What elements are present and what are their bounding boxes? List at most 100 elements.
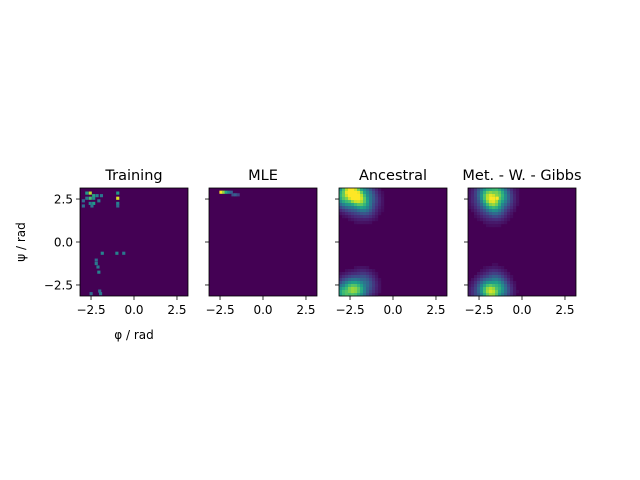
heatmap-cell <box>483 272 487 276</box>
heatmap-cell <box>372 188 376 192</box>
heatmap-cell <box>504 206 508 210</box>
heatmap-cell <box>504 272 508 276</box>
heatmap-cell <box>375 200 379 204</box>
heatmap-cell <box>492 212 496 216</box>
heatmap-cell <box>513 293 517 297</box>
heatmap-cell <box>507 191 511 195</box>
heatmap-cell <box>507 206 511 210</box>
heatmap-cell <box>513 191 517 195</box>
heatmap-cell <box>219 190 223 194</box>
heatmap-cell <box>492 194 496 198</box>
heatmap-cell <box>88 191 92 195</box>
heatmap-cell <box>351 215 355 219</box>
heatmap-cell <box>474 203 478 207</box>
heatmap-cell <box>495 218 499 222</box>
heatmap-cell <box>504 221 508 225</box>
heatmap-cell <box>375 206 379 210</box>
heatmap-cell <box>366 287 370 291</box>
heatmap-cell <box>360 266 364 270</box>
heatmap-cell <box>501 266 505 270</box>
heatmap-cell <box>501 281 505 285</box>
heatmap-cell <box>227 190 231 194</box>
heatmap-cell <box>498 293 502 297</box>
heatmap-cell <box>360 293 364 297</box>
heatmap-cell <box>477 281 481 285</box>
heatmap-cell <box>507 188 511 192</box>
heatmap-cell <box>513 200 517 204</box>
heatmap-cell <box>477 191 481 195</box>
heatmap-cell <box>354 209 358 213</box>
heatmap-cell <box>489 209 493 213</box>
heatmap-cell <box>501 218 505 222</box>
x-tick-label: −2.5 <box>76 303 105 317</box>
heatmap-cell <box>363 278 367 282</box>
heatmap-cell <box>378 191 382 195</box>
heatmap-cell <box>369 284 373 288</box>
heatmap-cell <box>363 209 367 213</box>
heatmap-cell <box>477 290 481 294</box>
heatmap-cell <box>381 209 385 213</box>
heatmap-cell <box>363 284 367 288</box>
heatmap-cell <box>342 194 346 198</box>
heatmap-cell <box>498 272 502 276</box>
heatmap-cell <box>501 200 505 204</box>
heatmap-cell <box>342 191 346 195</box>
heatmap-cell <box>354 278 358 282</box>
heatmap-cell <box>489 197 493 201</box>
heatmap-cell <box>486 287 490 291</box>
heatmap-cell <box>504 203 508 207</box>
heatmap-cell <box>498 278 502 282</box>
heatmap-cell <box>354 266 358 270</box>
heatmap-cell <box>495 287 499 291</box>
heatmap-cell <box>489 281 493 285</box>
heatmap-cell <box>495 278 499 282</box>
heatmap-cell <box>342 203 346 207</box>
heatmap-cell <box>363 275 367 279</box>
heatmap-cell <box>366 188 370 192</box>
heatmap-cell <box>507 287 511 291</box>
heatmap-cell <box>489 272 493 276</box>
heatmap-cell <box>489 212 493 216</box>
heatmap-cell <box>351 212 355 216</box>
heatmap-cell <box>351 293 355 297</box>
heatmap-cell <box>495 209 499 213</box>
heatmap-cell <box>483 203 487 207</box>
heatmap-cell <box>507 275 511 279</box>
heatmap-cell <box>363 212 367 216</box>
heatmap-cell <box>468 287 472 291</box>
heatmap-cell <box>360 272 364 276</box>
heatmap-cell <box>360 200 364 204</box>
heatmap-cell <box>501 212 505 216</box>
heatmap-cell <box>348 281 352 285</box>
heatmap-cell <box>363 221 367 225</box>
heatmap-cell <box>468 194 472 198</box>
heatmap-cell <box>510 275 514 279</box>
heatmap-cell <box>480 269 484 273</box>
heatmap-cell <box>339 197 343 201</box>
heatmap-cell <box>507 293 511 297</box>
y-tick-label: 0.0 <box>54 236 73 250</box>
heatmap-cell <box>468 281 472 285</box>
heatmap-cell <box>357 203 361 207</box>
heatmap-cell <box>363 215 367 219</box>
heatmap-cell <box>339 290 343 294</box>
heatmap-cell <box>498 215 502 219</box>
heatmap-cell <box>489 203 493 207</box>
heatmap-cell <box>510 191 514 195</box>
heatmap-cell <box>348 275 352 279</box>
heatmap-cell <box>363 266 367 270</box>
heatmap-cell <box>360 221 364 225</box>
x-tick-label: 2.5 <box>555 303 574 317</box>
heatmap-cell <box>492 191 496 195</box>
subplot-title: Training <box>104 168 162 184</box>
heatmap-cell <box>480 281 484 285</box>
heatmap-cell <box>369 209 373 213</box>
heatmap-cell <box>345 281 349 285</box>
heatmap-cell <box>360 281 364 285</box>
y-tick-label: −2.5 <box>44 278 73 292</box>
heatmap-cell <box>501 284 505 288</box>
heatmap-cell <box>495 200 499 204</box>
heatmap-cell <box>369 197 373 201</box>
heatmap-cell <box>474 293 478 297</box>
